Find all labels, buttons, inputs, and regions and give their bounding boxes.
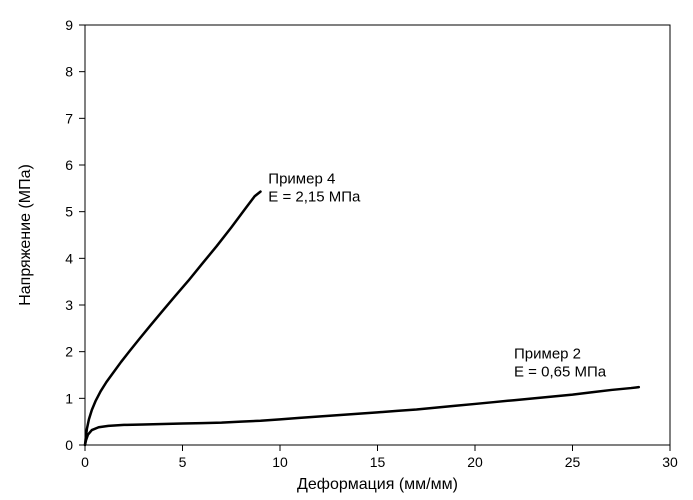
x-tick-label: 25	[565, 454, 581, 470]
series-annotation-1-line-0: Пример 2	[514, 346, 581, 363]
x-tick-label: 0	[81, 454, 89, 470]
x-tick-label: 10	[272, 454, 288, 470]
y-tick-label: 7	[65, 110, 73, 126]
series-annotation-0-line-1: Е = 2,15 МПа	[268, 189, 361, 206]
stress-strain-chart: 0 5 10 15 20 25 30 0 1 2 3 4 5 6 7 8 9 Деформация (мм/мм)…	[0, 0, 693, 500]
y-tick-label: 3	[65, 297, 73, 313]
y-tick-label: 4	[65, 250, 73, 266]
y-axis-title: Напряжение (МПа)	[17, 164, 34, 306]
y-tick-label: 9	[65, 17, 73, 33]
y-tick-label: 8	[65, 64, 73, 80]
y-tick-label: 1	[65, 390, 73, 406]
y-tick-label: 6	[65, 157, 73, 173]
x-axis-title: Деформация (мм/мм)	[297, 476, 458, 493]
series-annotation-1-line-1: Е = 0,65 МПа	[514, 364, 607, 381]
x-tick-label: 20	[467, 454, 483, 470]
x-tick-label: 15	[370, 454, 386, 470]
series-annotation-0-line-0: Пример 4	[268, 171, 335, 188]
y-tick-label: 5	[65, 204, 73, 220]
series-line-1	[85, 387, 639, 445]
y-tick-label: 0	[65, 437, 73, 453]
x-tick-label: 30	[662, 454, 678, 470]
chart-svg: 0 5 10 15 20 25 30 0 1 2 3 4 5 6 7 8 9 Деформация (мм/мм)…	[0, 0, 693, 500]
y-tick-label: 2	[65, 344, 73, 360]
x-tick-label: 5	[179, 454, 187, 470]
plot-border	[85, 25, 670, 445]
series-line-0	[85, 192, 261, 445]
